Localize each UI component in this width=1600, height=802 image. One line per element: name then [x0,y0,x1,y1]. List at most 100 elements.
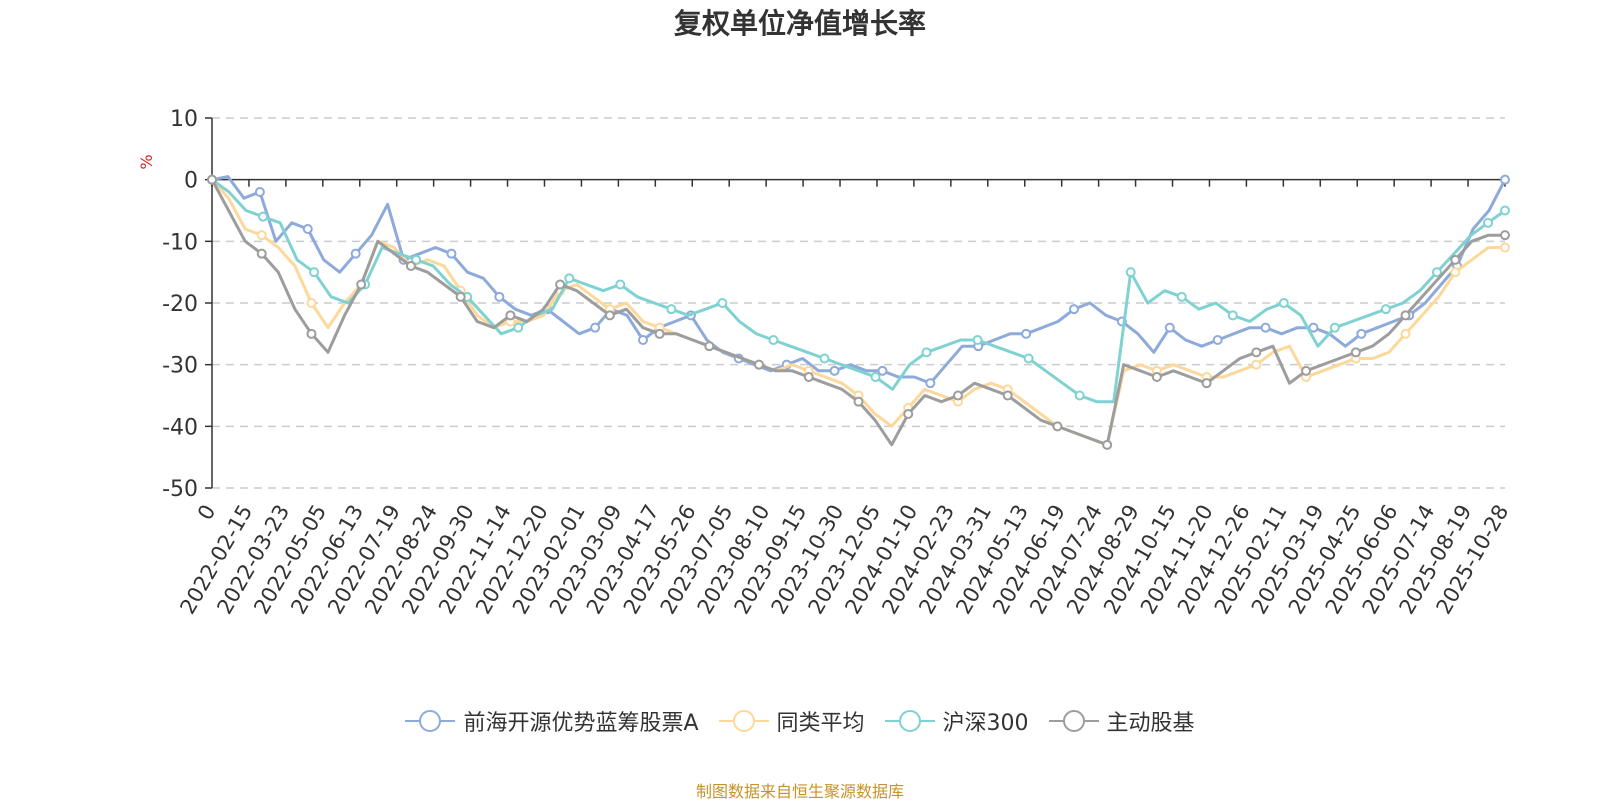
data-point [1251,359,1262,370]
data-point [1500,205,1510,216]
data-point [638,335,648,345]
data-point [1308,322,1319,333]
data-point [925,378,936,389]
data-point [1356,328,1367,339]
data-point [455,291,466,302]
legend-item-3[interactable]: 主动股基 [1048,705,1195,737]
data-point [1301,365,1312,376]
data-point [1102,439,1113,450]
data-point [446,248,457,259]
x-tick-label: 0 [193,501,220,525]
data-point [564,273,575,284]
y-tick-label: -30 [162,354,198,379]
source-note: 制图数据来自恒生聚源数据库 [695,782,904,801]
data-point [870,372,881,382]
data-point [590,322,601,333]
data-point [356,279,367,290]
data-point [1023,353,1034,364]
legend-label: 同类平均 [776,711,865,736]
data-point [1021,328,1032,339]
data-point [494,291,505,302]
data-point [513,322,524,333]
data-point [1002,390,1013,401]
data-point [1176,291,1187,302]
legend-label: 主动股基 [1106,711,1195,736]
data-point [1500,230,1510,241]
data-point [1482,217,1493,228]
data-point [306,298,317,308]
data-point [1431,267,1442,278]
data-point [717,298,728,308]
legend-label: 沪深300 [942,711,1029,736]
data-point [256,230,267,241]
y-tick-label: 0 [184,169,198,194]
data-point [207,174,217,185]
legend-item-0[interactable]: 前海开源优势蓝筹股票A [405,705,699,737]
legend-item-1[interactable]: 同类平均 [718,705,865,737]
data-point [258,211,269,222]
data-point [1227,310,1238,321]
data-point [1260,322,1271,333]
data-point [853,396,864,407]
y-tick-label: -40 [162,415,198,440]
data-point [306,328,317,339]
data-point [1201,378,1212,389]
y-tick-label: -20 [162,292,198,317]
series-line-0 [211,175,1507,385]
data-point [1380,304,1391,315]
data-point [754,359,765,370]
data-point [1251,347,1262,358]
legend-marker-icon [1048,710,1099,732]
legend-label: 前海开源优势蓝筹股票A [463,711,699,736]
series-line-2 [211,178,1506,404]
data-point [1500,174,1510,185]
data-point [1450,267,1461,278]
y-tick-label: -50 [162,477,198,502]
data-point [972,335,983,345]
data-point [254,187,265,197]
legend: 前海开源优势蓝筹股票A 同类平均 沪深300 主动股基 [0,705,1600,737]
data-point [819,353,830,364]
y-tick-label: -10 [162,230,198,255]
data-point [405,261,416,271]
data-point [1278,298,1289,308]
data-point [1400,310,1411,321]
data-point [302,224,313,234]
data-point [1069,304,1079,315]
data-point [1125,267,1136,278]
data-point [1500,242,1510,253]
data-point [903,409,914,419]
legend-marker-icon [884,710,935,732]
y-tick-label: 10 [170,107,198,132]
data-point [350,248,361,259]
legend-marker-icon [718,710,769,732]
data-point [666,304,677,315]
data-point [952,390,963,401]
data-point [654,328,665,339]
data-point [1164,322,1175,333]
data-point [1329,322,1340,333]
data-point [505,310,516,321]
data-point [1450,254,1461,265]
data-point [1074,390,1085,401]
data-point [604,310,615,321]
data-point [768,335,779,345]
data-point [555,279,566,290]
legend-item-2[interactable]: 沪深300 [884,705,1029,737]
data-point [256,248,267,259]
data-point [615,279,626,290]
data-point [1151,372,1162,382]
data-point [309,267,320,278]
data-point [921,347,932,358]
data-point [829,365,840,376]
data-point [803,372,814,382]
chart-title: 复权单位净值增长率 [674,7,926,40]
data-point [1212,335,1223,345]
data-point [411,254,422,265]
data-point [704,341,715,352]
data-point [877,365,888,376]
data-point [1400,328,1411,339]
data-point [1052,421,1063,432]
legend-marker-icon [405,710,456,732]
